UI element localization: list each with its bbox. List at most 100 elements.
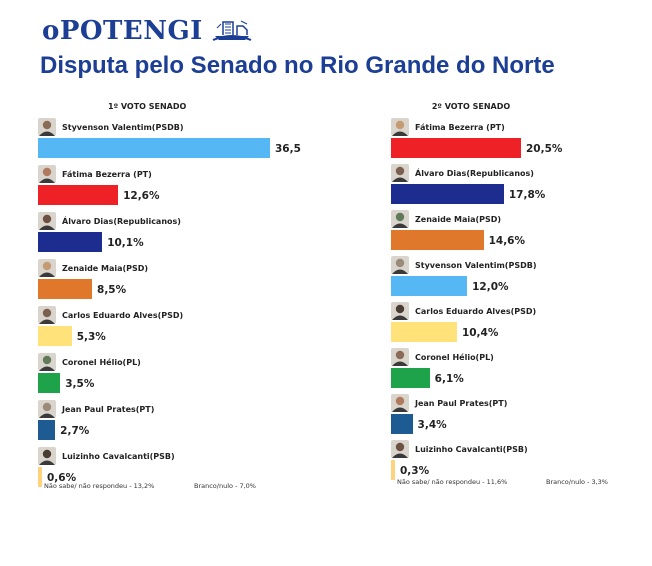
candidate-name: Carlos Eduardo Alves(PSD) [415,306,537,316]
candidate-row: Carlos Eduardo Alves(PSD) 10,4% [391,302,551,348]
candidate-name: Coronel Hélio(PL) [62,357,141,367]
vote-bar [391,322,457,342]
candidate-name: Fátima Bezerra (PT) [415,122,505,132]
logo-text: oPOTENGI [42,16,203,46]
candidate-name: Zenaide Maia(PSD) [415,214,502,224]
page-title: Disputa pelo Senado no Rio Grande do Nor… [40,52,555,79]
candidate-row: Zenaide Maia(PSD) 8,5% [38,259,283,305]
candidate-name: Carlos Eduardo Alves(PSD) [62,310,184,320]
chart-title: 2º VOTO SENADO [431,102,511,111]
candidate-photo [391,118,409,136]
candidate-row: Álvaro Dias(Republicanos) 10,1% [38,212,283,258]
candidate-name: Álvaro Dias(Republicanos) [415,168,534,178]
vote-bar [391,276,468,296]
vote-percentage: 10,1% [107,237,144,249]
vote-bar [38,326,72,346]
vote-percentage: 8,5% [97,284,127,296]
candidate-header: Álvaro Dias(Republicanos) [391,164,534,182]
vote-percentage: 0,3% [400,465,430,477]
candidate-header: Styvenson Valentim(PSDB) [391,256,536,274]
footer-blank-null: Branco/nulo - 3,3% [546,478,608,486]
vote-percentage: 36,5 [275,143,301,155]
candidate-photo [38,165,56,183]
candidate-row: Coronel Hélio(PL) 6,1% [391,348,551,394]
candidate-row: Styvenson Valentim(PSDB) 12,0% [391,256,551,302]
candidate-photo [391,256,409,274]
candidate-header: Luizinho Cavalcanti(PSB) [38,447,175,465]
candidate-row: Zenaide Maia(PSD) 14,6% [391,210,551,256]
vote-percentage: 6,1% [434,373,464,385]
vote-bar [391,138,521,158]
candidate-photo [38,259,56,277]
candidate-photo [38,400,56,418]
candidate-header: Fátima Bezerra (PT) [391,118,505,136]
vote-bar [38,279,93,299]
candidate-photo [391,164,409,182]
candidate-name: Coronel Hélio(PL) [415,352,494,362]
candidate-row: Luizinho Cavalcanti(PSB) 0,3% [391,440,551,486]
candidate-name: Styvenson Valentim(PSDB) [415,260,537,270]
candidate-row: Coronel Hélio(PL) 3,5% [38,353,283,399]
vote-percentage: 20,5% [526,143,563,155]
vote-percentage: 10,4% [461,327,499,339]
candidate-name: Fátima Bezerra (PT) [62,169,152,179]
vote-bar [38,138,270,158]
vote-percentage: 5,3% [76,331,106,343]
candidate-name: Styvenson Valentim(PSDB) [62,122,184,132]
candidate-name: Álvaro Dias(Republicanos) [62,216,181,226]
candidate-header: Coronel Hélio(PL) [38,353,141,371]
candidate-photo [391,440,409,458]
candidate-row: Luizinho Cavalcanti(PSB) 0,6% [38,447,283,493]
candidate-header: Coronel Hélio(PL) [391,348,494,366]
candidate-header: Luizinho Cavalcanti(PSB) [391,440,528,458]
candidate-row: Fátima Bezerra (PT) 12,6% [38,165,283,211]
vote-bar [391,230,484,250]
candidate-photo [391,210,409,228]
candidate-header: Zenaide Maia(PSD) [38,259,148,277]
footer-blank-null: Branco/nulo - 7,0% [194,482,256,490]
candidate-row: Jean Paul Prates(PT) 2,7% [38,400,283,446]
candidate-photo [391,394,409,412]
vote-bar [38,467,42,487]
footer-no-answer: Não sabe/ não respondeu - 13,2% [44,482,155,490]
vote-percentage: 3,4% [417,419,447,431]
vote-bar [391,368,430,388]
candidate-header: Fátima Bezerra (PT) [38,165,152,183]
vote-percentage: 12,0% [472,281,509,293]
candidate-header: Styvenson Valentim(PSDB) [38,118,183,136]
vote-percentage: 17,8% [508,189,546,201]
vote-bar [38,373,61,393]
candidate-photo [38,353,56,371]
chart-title: 1º VOTO SENADO [108,102,187,111]
vote-percentage: 3,5% [65,378,95,390]
candidate-row: Jean Paul Prates(PT) 3,4% [391,394,551,440]
ship-icon [212,20,252,41]
vote-bar [38,185,119,205]
candidate-name: Jean Paul Prates(PT) [62,404,155,414]
candidate-row: Styvenson Valentim(PSDB) 36,5 [38,118,301,164]
vote-bar [38,420,56,440]
candidate-photo [38,447,56,465]
candidate-row: Fátima Bezerra (PT) 20,5% [391,118,562,164]
vote-percentage: 2,7% [60,425,90,437]
vote-percentage: 0,6% [47,472,77,484]
vote-bar [391,184,504,204]
candidate-header: Carlos Eduardo Alves(PSD) [38,306,183,324]
vote-bar [391,414,413,434]
candidate-photo [38,306,56,324]
footer-no-answer: Não sabe/ não respondeu - 11,6% [397,478,508,486]
candidate-header: Zenaide Maia(PSD) [391,210,501,228]
candidate-name: Zenaide Maia(PSD) [62,263,149,273]
vote-bar [391,460,395,480]
candidate-name: Jean Paul Prates(PT) [415,398,508,408]
candidate-name: Luizinho Cavalcanti(PSB) [415,444,528,454]
candidate-name: Luizinho Cavalcanti(PSB) [62,451,175,461]
candidate-header: Jean Paul Prates(PT) [391,394,507,412]
candidate-photo [391,302,409,320]
vote-percentage: 14,6% [488,235,526,247]
vote-percentage: 12,6% [123,190,160,202]
candidate-header: Álvaro Dias(Republicanos) [38,212,181,230]
candidate-row: Álvaro Dias(Republicanos) 17,8% [391,164,551,210]
candidate-row: Carlos Eduardo Alves(PSD) 5,3% [38,306,283,352]
candidate-photo [38,118,56,136]
